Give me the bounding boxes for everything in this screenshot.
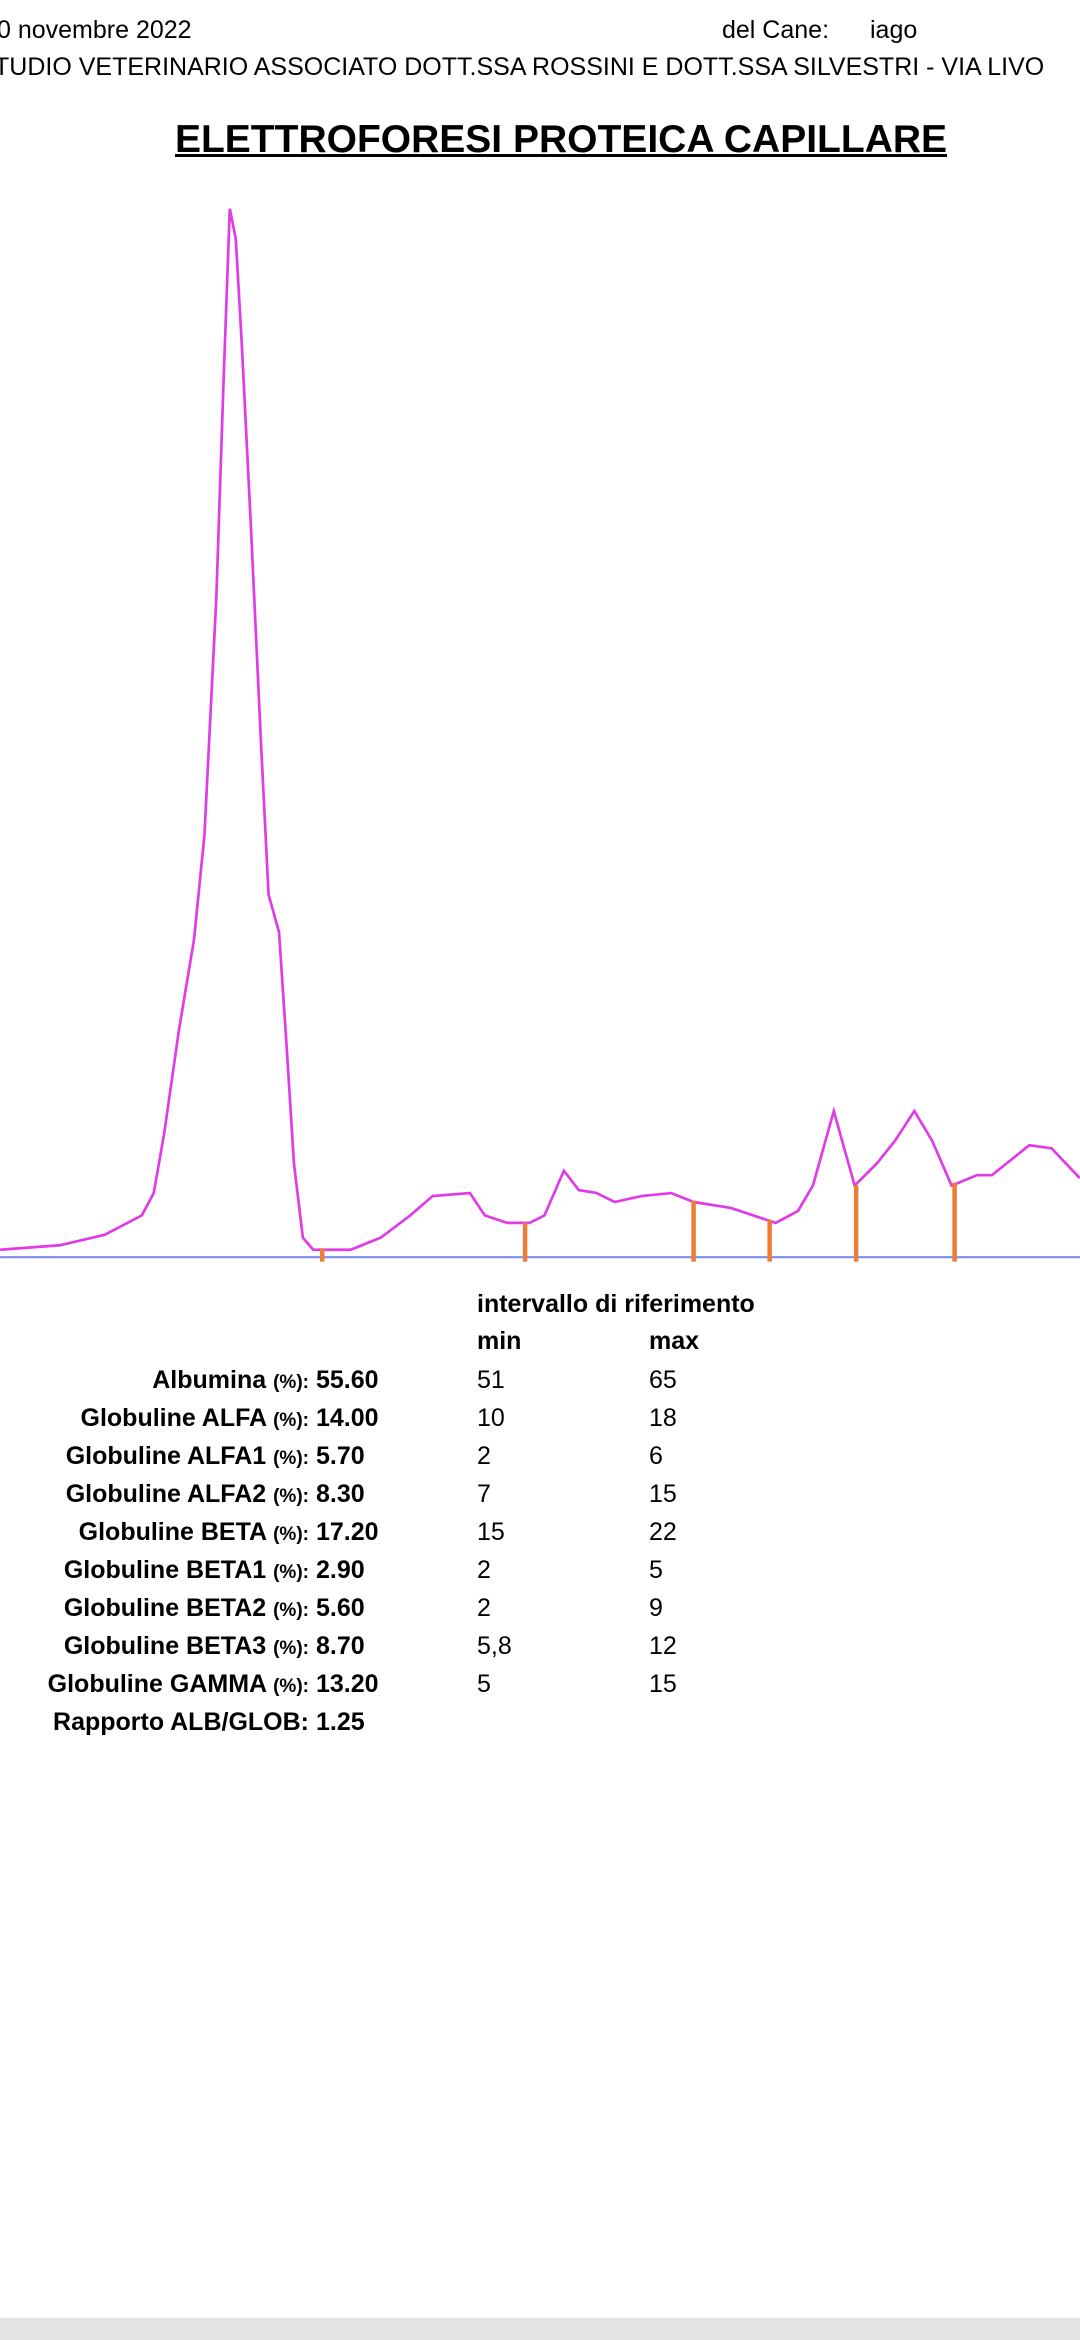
row-unit: (%): xyxy=(273,1410,309,1431)
row-unit: (%): xyxy=(273,1600,309,1621)
reference-header: intervallo di riferimento xyxy=(477,1290,755,1318)
row-value: 55.60 xyxy=(316,1366,379,1394)
row-min: 2 xyxy=(477,1556,491,1584)
row-unit: (%): xyxy=(273,1486,309,1507)
row-name: Globuline BETA xyxy=(78,1518,267,1546)
row-value: 13.20 xyxy=(316,1670,379,1698)
row-unit: (%): xyxy=(273,1524,309,1545)
row-max: 6 xyxy=(649,1442,663,1470)
row-label: Globuline BETA3 (%): xyxy=(64,1631,309,1664)
row-label: Globuline ALFA2 (%): xyxy=(66,1479,309,1512)
row-value: 1.25 xyxy=(316,1708,365,1736)
row-max: 65 xyxy=(649,1366,677,1394)
row-name: Globuline BETA2 xyxy=(63,1594,267,1622)
row-name: Globuline GAMMA xyxy=(47,1670,267,1698)
row-max: 22 xyxy=(649,1518,677,1546)
row-max: 15 xyxy=(649,1670,677,1698)
row-min: 15 xyxy=(477,1518,505,1546)
min-header: min xyxy=(477,1327,522,1355)
max-header: max xyxy=(649,1327,700,1355)
row-min: 2 xyxy=(477,1442,491,1470)
row-value: 17.20 xyxy=(316,1518,379,1546)
curve xyxy=(0,208,1080,1252)
row-value: 14.00 xyxy=(316,1404,379,1432)
date: 0 novembre 2022 xyxy=(0,16,192,44)
row-min: 10 xyxy=(477,1404,505,1432)
row-name: Globuline ALFA1 xyxy=(65,1442,267,1470)
row-label: Globuline GAMMA (%): xyxy=(48,1669,309,1702)
row-name: Globuline BETA3 xyxy=(63,1632,267,1660)
title: ELETTROFORESI PROTEICA CAPILLARE xyxy=(174,118,948,161)
row-value: 8.30 xyxy=(316,1480,365,1508)
row-min: 7 xyxy=(477,1480,491,1508)
row-unit: (%): xyxy=(273,1448,309,1469)
row-name: Globuline ALFA2 xyxy=(65,1480,267,1508)
row-unit: (%): xyxy=(273,1562,309,1583)
row-max: 5 xyxy=(649,1556,663,1584)
row-name: Globuline BETA1 xyxy=(63,1556,267,1584)
row-unit: (%): xyxy=(273,1676,309,1697)
fraction-separators xyxy=(320,1182,957,1262)
row-max: 18 xyxy=(649,1404,677,1432)
row-max: 9 xyxy=(649,1594,663,1622)
row-label: Albumina (%): xyxy=(152,1365,309,1398)
row-value: 8.70 xyxy=(316,1632,365,1660)
row-label: Rapporto ALB/GLOB: xyxy=(53,1707,309,1737)
row-max: 15 xyxy=(649,1480,677,1508)
row-value: 2.90 xyxy=(316,1556,365,1584)
row-label: Globuline BETA2 (%): xyxy=(64,1593,309,1626)
row-min: 5 xyxy=(477,1670,491,1698)
row-label: Globuline ALFA1 (%): xyxy=(66,1441,309,1474)
row-value: 5.60 xyxy=(316,1594,365,1622)
dog-name: iago xyxy=(870,16,918,44)
row-name: Albumina xyxy=(152,1366,267,1394)
row-unit: (%): xyxy=(273,1372,309,1393)
row-min: 5,8 xyxy=(477,1632,512,1660)
row-max: 12 xyxy=(649,1632,677,1660)
electrophoresis-curve xyxy=(0,208,1080,1262)
row-unit: (%): xyxy=(273,1638,309,1659)
row-label: Globuline BETA1 (%): xyxy=(64,1555,309,1588)
row-name: Globuline ALFA xyxy=(80,1404,267,1432)
row-name: Rapporto ALB/GLOB: xyxy=(53,1708,309,1736)
row-min: 2 xyxy=(477,1594,491,1622)
row-label: Globuline BETA (%): xyxy=(79,1517,309,1550)
row-min: 51 xyxy=(477,1366,505,1394)
clinic: TUDIO VETERINARIO ASSOCIATO DOTT.SSA ROS… xyxy=(0,53,1045,81)
row-label: Globuline ALFA (%): xyxy=(81,1403,309,1436)
bottom-bar xyxy=(0,2318,1080,2340)
row-value: 5.70 xyxy=(316,1442,365,1470)
dog-label: del Cane: xyxy=(722,16,830,44)
